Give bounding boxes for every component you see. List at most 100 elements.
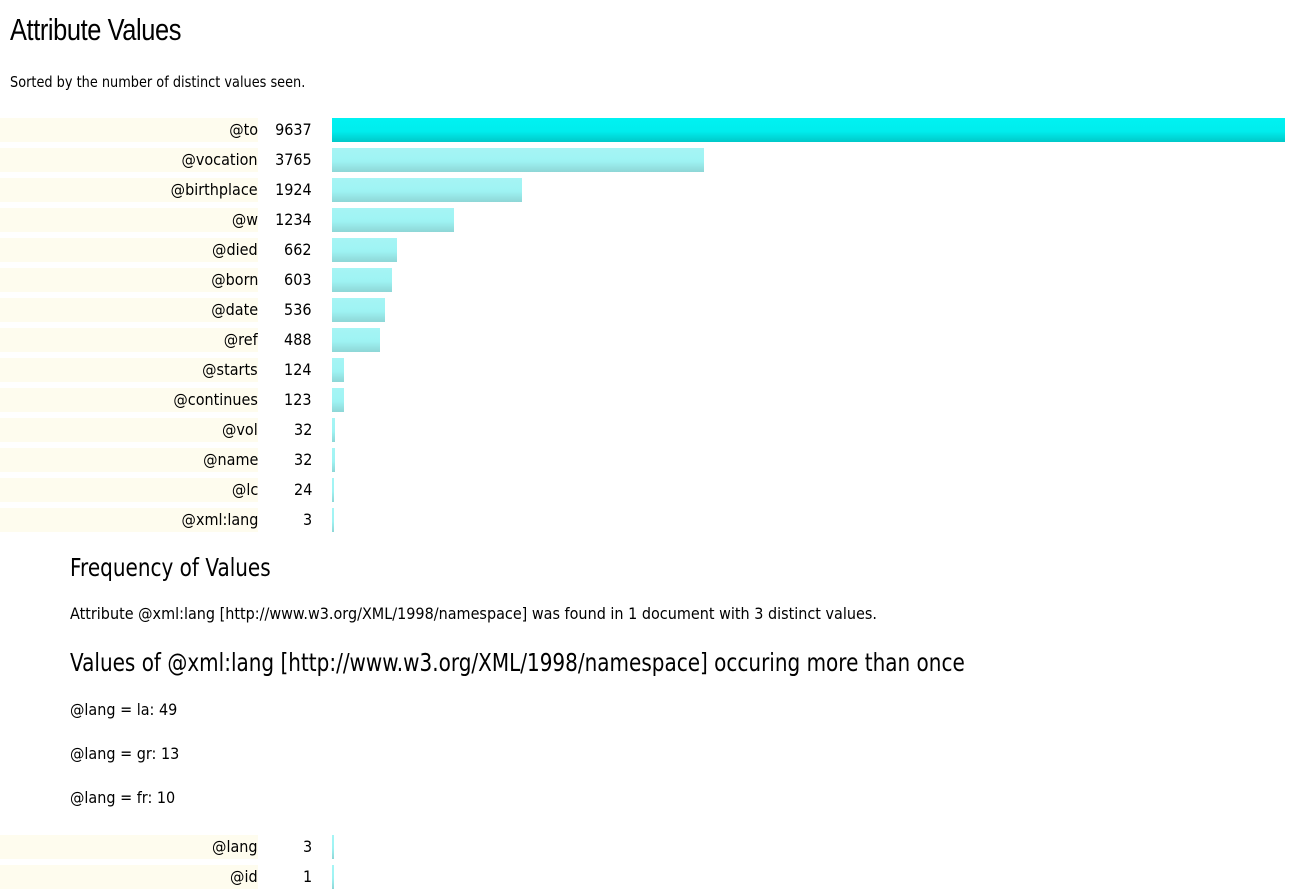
attribute-name: @starts — [0, 358, 258, 382]
attribute-bar — [332, 268, 392, 292]
attribute-bar — [332, 508, 334, 532]
attribute-name: @to — [0, 118, 258, 142]
attribute-count-label: 536 — [284, 300, 312, 319]
attribute-row: @date 536 — [0, 295, 1296, 325]
value-item-2: @lang = gr: 13 — [70, 744, 191, 763]
attribute-count-label: 1 — [302, 867, 312, 886]
attribute-count-label: 124 — [284, 360, 312, 379]
attribute-name: @id — [0, 865, 258, 889]
attribute-count-label: 662 — [284, 240, 312, 259]
page-subtitle: Sorted by the number of distinct values … — [10, 73, 306, 91]
attribute-count-label: 3 — [302, 510, 312, 529]
attribute-name-label: @continues — [173, 390, 258, 409]
attribute-count: 123 — [262, 388, 312, 412]
attribute-count: 662 — [262, 238, 312, 262]
attribute-name: @continues — [0, 388, 258, 412]
attribute-name-label: @name — [202, 450, 258, 469]
attribute-row: @born 603 — [0, 265, 1296, 295]
attribute-count: 124 — [262, 358, 312, 382]
attribute-row: @continues 123 — [0, 385, 1296, 415]
attribute-name-label: @id — [230, 867, 258, 886]
attribute-count-label: 1234 — [275, 210, 312, 229]
attribute-count: 3 — [262, 835, 312, 859]
value-item-3: @lang = fr: 10 — [70, 788, 187, 807]
attribute-count: 1924 — [262, 178, 312, 202]
attribute-count: 603 — [262, 268, 312, 292]
attribute-bar — [332, 448, 335, 472]
attribute-row: @ref 488 — [0, 325, 1296, 355]
attribute-row: @starts 124 — [0, 355, 1296, 385]
attribute-bar — [332, 208, 454, 232]
attribute-bar-list-continued: @lang 3 @id 1 — [0, 832, 1296, 891]
attribute-name-label: @born — [210, 270, 258, 289]
attribute-bar — [332, 298, 385, 322]
attribute-row: @birthplace 1924 — [0, 175, 1296, 205]
attribute-bar — [332, 358, 344, 382]
attribute-name-label: @died — [212, 240, 258, 259]
attribute-name: @ref — [0, 328, 258, 352]
attribute-count: 1 — [262, 865, 312, 889]
attribute-count: 536 — [262, 298, 312, 322]
attribute-count: 488 — [262, 328, 312, 352]
attribute-name: @xml:lang — [0, 508, 258, 532]
attribute-row: @died 662 — [0, 235, 1296, 265]
attribute-name: @w — [0, 208, 258, 232]
attribute-count-label: 1924 — [275, 180, 312, 199]
attribute-name-label: @ref — [224, 330, 258, 349]
attribute-name: @birthplace — [0, 178, 258, 202]
attribute-name: @died — [0, 238, 258, 262]
attribute-name: @vocation — [0, 148, 258, 172]
attribute-name-label: @date — [211, 300, 258, 319]
attribute-name: @vol — [0, 418, 258, 442]
values-heading: Values of @xml:lang [http://www.w3.org/X… — [70, 648, 965, 677]
attribute-name-label: @lang — [212, 837, 258, 856]
attribute-row: @vocation 3765 — [0, 145, 1296, 175]
attribute-bar — [332, 238, 397, 262]
attribute-bar — [332, 148, 704, 172]
attribute-bar — [332, 478, 334, 502]
attribute-row: @vol 32 — [0, 415, 1296, 445]
value-item: @lang = fr: 10 — [70, 788, 176, 807]
attribute-bar — [332, 418, 335, 442]
attribute-name-label: @to — [229, 120, 258, 139]
attribute-bar-list: @to 9637 @vocation 3765 @birthplace 1924 @w 123… — [0, 115, 1296, 535]
attribute-row: @name 32 — [0, 445, 1296, 475]
attribute-name-label: @w — [231, 210, 258, 229]
attribute-count: 32 — [262, 448, 312, 472]
attribute-count-label: 32 — [293, 420, 312, 439]
attribute-row: @lc 24 — [0, 475, 1296, 505]
attribute-row: @id 1 — [0, 862, 1296, 891]
attribute-count-label: 123 — [284, 390, 312, 409]
attribute-row: @lang 3 — [0, 832, 1296, 862]
attribute-count-label: 488 — [284, 330, 312, 349]
attribute-name-label: @birthplace — [171, 180, 258, 199]
attribute-count: 32 — [262, 418, 312, 442]
attribute-row: @xml:lang 3 — [0, 505, 1296, 535]
attribute-count: 24 — [262, 478, 312, 502]
attribute-name-label: @vocation — [181, 150, 258, 169]
attribute-name: @lang — [0, 835, 258, 859]
frequency-section: Frequency of Values — [70, 553, 321, 582]
frequency-heading: Frequency of Values — [70, 553, 271, 582]
page-title: Attribute Values — [10, 12, 182, 47]
attribute-bar — [332, 118, 1285, 142]
attribute-bar — [332, 328, 380, 352]
attribute-count-label: 32 — [293, 450, 312, 469]
frequency-summary-block: Attribute @xml:lang [http://www.w3.org/X… — [70, 604, 967, 623]
attribute-count-label: 3765 — [275, 150, 312, 169]
attribute-bar — [332, 865, 334, 889]
attribute-count-label: 9637 — [275, 120, 312, 139]
attribute-count: 3765 — [262, 148, 312, 172]
attribute-bar — [332, 388, 344, 412]
attribute-bar — [332, 835, 334, 859]
attribute-name-label: @lc — [231, 480, 258, 499]
attribute-count: 1234 — [262, 208, 312, 232]
attribute-row: @w 1234 — [0, 205, 1296, 235]
value-item-1: @lang = la: 49 — [70, 700, 189, 719]
attribute-count-label: 3 — [302, 837, 312, 856]
value-item: @lang = la: 49 — [70, 700, 178, 719]
values-heading-block: Values of @xml:lang [http://www.w3.org/X… — [70, 648, 1188, 677]
attribute-row: @to 9637 — [0, 115, 1296, 145]
attribute-bar — [332, 178, 522, 202]
